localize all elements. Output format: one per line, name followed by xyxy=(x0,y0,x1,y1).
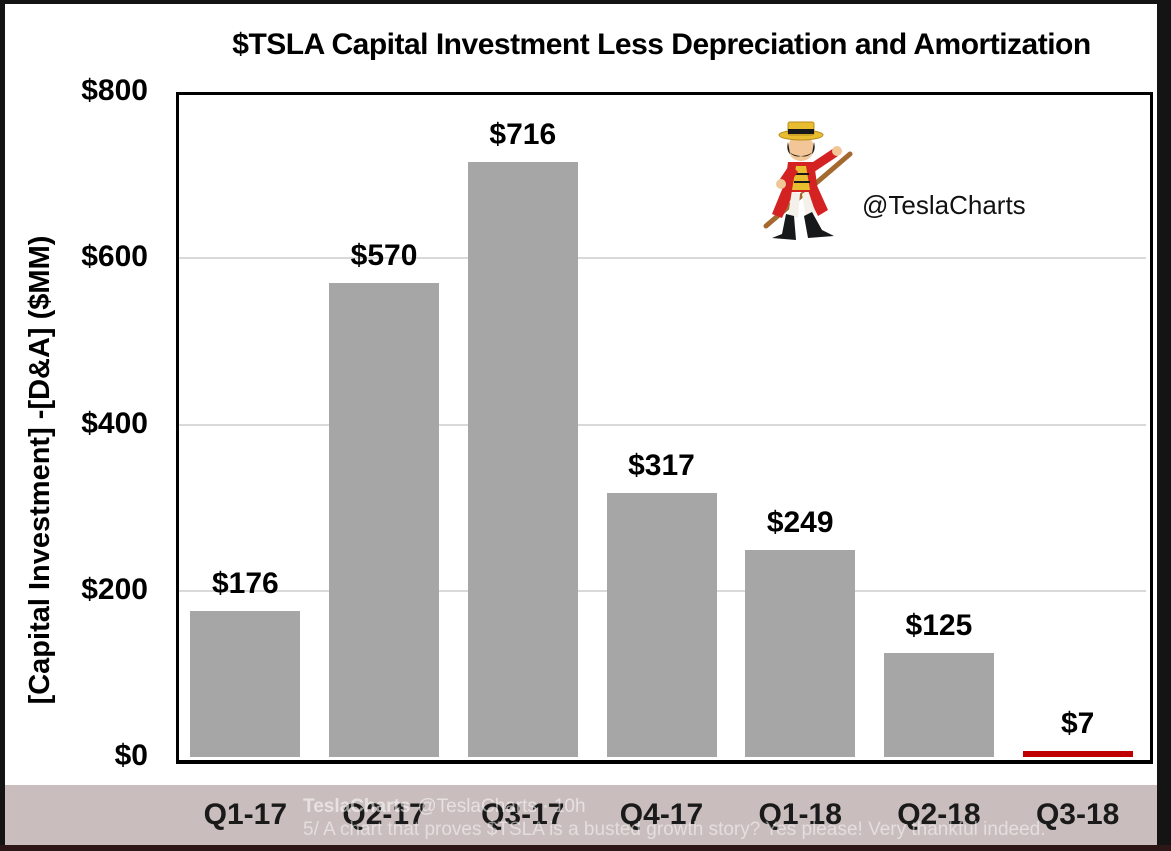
x-axis-label: Q3-18 xyxy=(1035,798,1120,831)
bar-value-label: $317 xyxy=(628,449,695,483)
y-tick-label: $400 xyxy=(81,406,148,440)
tweet-text-overlay: 5/ A chart that proves $TSLA is a busted… xyxy=(303,819,1046,840)
y-tick-label: $200 xyxy=(81,572,148,606)
gridline xyxy=(179,257,1146,260)
x-axis-label: Q2-17 xyxy=(342,798,426,831)
bar-Q1-18 xyxy=(745,550,856,757)
x-axis-label: Q1-18 xyxy=(758,798,842,831)
x-axis-label: Q3-17 xyxy=(481,798,565,831)
x-axis-label: Q2-18 xyxy=(897,798,981,831)
bar-value-label: $7 xyxy=(1060,707,1095,741)
gridline xyxy=(179,423,1146,426)
bar-Q3-18 xyxy=(1022,751,1133,757)
image-border-left xyxy=(0,0,5,851)
bar-Q2-17 xyxy=(329,283,440,757)
image-border-bottom xyxy=(0,845,1171,851)
bar-Q1-17 xyxy=(190,610,301,757)
image-border-right xyxy=(1157,0,1171,851)
tweet-author: TeslaCharts xyxy=(303,796,411,817)
tweet-meta: @TeslaCharts · 10h xyxy=(417,796,586,817)
x-axis-label: Q1-17 xyxy=(203,798,288,831)
y-tick-label: $0 xyxy=(114,739,148,772)
bar-value-label: $716 xyxy=(489,117,557,151)
bar-Q3-17 xyxy=(467,161,578,757)
bar-value-label: $570 xyxy=(350,239,418,273)
bar-value-label: $249 xyxy=(766,506,834,540)
x-axis-label: Q4-17 xyxy=(619,798,704,831)
y-axis-title: [Capital Investment] -[D&A] ($MM) xyxy=(24,235,56,705)
chart-title: $TSLA Capital Investment Less Depreciati… xyxy=(232,28,1091,61)
tweet-header-overlay: TeslaCharts @TeslaCharts · 10h xyxy=(303,796,586,818)
y-tick-label: $600 xyxy=(81,240,148,274)
bar-value-label: $125 xyxy=(905,609,973,643)
bar-value-label: $176 xyxy=(211,566,279,600)
watermark: @TeslaCharts xyxy=(752,118,1026,244)
watermark-handle: @TeslaCharts xyxy=(862,189,1026,220)
image-border-top xyxy=(0,0,1171,4)
bar-Q2-18 xyxy=(883,653,994,757)
teslacharts-mascot-icon xyxy=(763,121,853,240)
footer-band xyxy=(5,785,1157,845)
bar-Q4-17 xyxy=(606,493,717,757)
y-tick-label: $800 xyxy=(81,74,148,107)
